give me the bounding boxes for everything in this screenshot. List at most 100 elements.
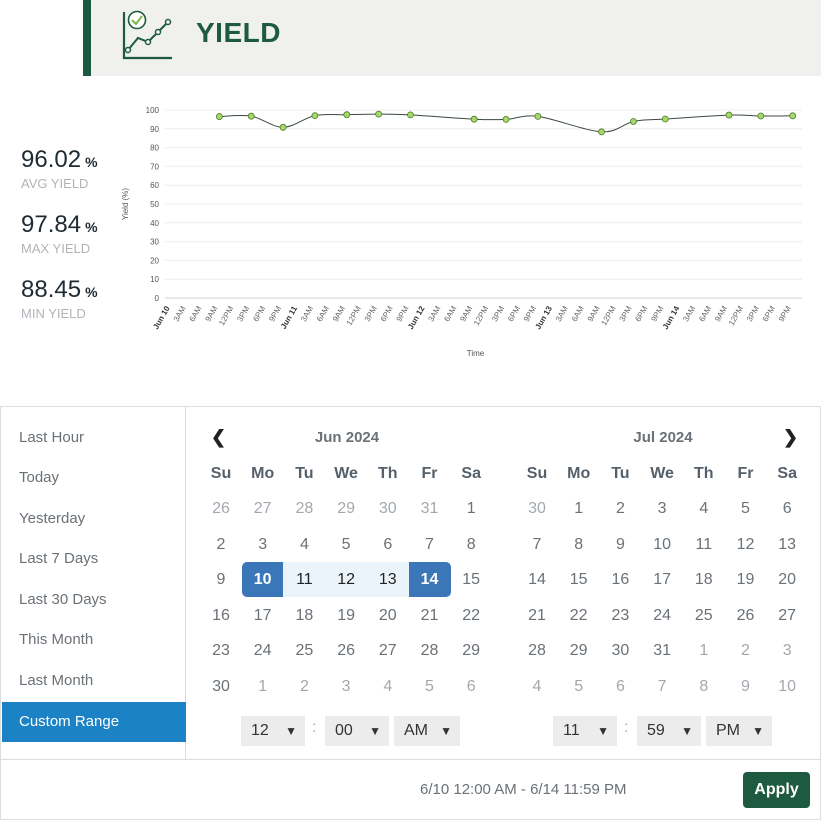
calendar-day[interactable]: 21	[420, 606, 439, 624]
calendar-day[interactable]: 13	[366, 562, 409, 597]
calendar-day[interactable]: 4	[699, 500, 709, 517]
calendar-day[interactable]: 3	[657, 500, 667, 517]
calendar-day[interactable]: 29	[462, 642, 481, 659]
calendar-day[interactable]: 27	[778, 606, 797, 624]
calendar-day[interactable]: 26	[736, 606, 755, 624]
calendar-day[interactable]: 19	[736, 571, 755, 588]
calendar-day[interactable]: 27	[378, 642, 397, 659]
calendar-day[interactable]: 12	[736, 535, 755, 553]
calendar-day[interactable]: 1	[258, 677, 268, 695]
calendar-day[interactable]: 13	[778, 535, 797, 553]
minute-select[interactable]: 59 ▼	[637, 716, 701, 746]
calendar-day[interactable]: 19	[337, 606, 355, 624]
calendar-day[interactable]: 6	[615, 677, 625, 695]
range-option-yesterday[interactable]: Yesterday	[19, 510, 86, 527]
calendar-day[interactable]: 4	[532, 677, 542, 695]
calendar-day[interactable]: 18	[694, 571, 713, 588]
calendar-day[interactable]: 4	[299, 535, 309, 553]
calendar-day[interactable]: 31	[420, 500, 439, 517]
calendar-day[interactable]: 24	[653, 606, 671, 624]
hour-select[interactable]: 12 ▼	[241, 716, 305, 746]
calendar-day[interactable]: 1	[699, 642, 709, 659]
calendar-day[interactable]: 7	[425, 535, 434, 553]
calendar-day[interactable]: 21	[528, 606, 546, 624]
calendar-day[interactable]: 22	[462, 606, 481, 624]
calendar-day[interactable]: 8	[574, 535, 584, 553]
calendar-day[interactable]: 29	[569, 642, 588, 659]
calendar-day[interactable]: 27	[253, 500, 272, 517]
calendar-day[interactable]: 30	[611, 642, 630, 659]
calendar-day[interactable]: 1	[466, 500, 476, 517]
minute-select[interactable]: 00 ▼	[325, 716, 389, 746]
calendar-day[interactable]: 5	[741, 500, 750, 517]
calendar-day[interactable]: 28	[420, 642, 439, 659]
range-option-last-30-days[interactable]: Last 30 Days	[19, 591, 107, 608]
calendar-day[interactable]: 11	[695, 535, 713, 553]
calendar-day[interactable]: 6	[782, 500, 792, 517]
calendar-day[interactable]: 28	[528, 642, 546, 659]
range-option-custom-range[interactable]: Custom Range	[2, 702, 186, 742]
calendar-day[interactable]: 10	[241, 562, 284, 597]
calendar-day[interactable]: 7	[532, 535, 542, 553]
calendar-day[interactable]: 8	[699, 677, 709, 695]
calendar-day[interactable]: 9	[741, 677, 750, 695]
range-option-last-7-days[interactable]: Last 7 Days	[19, 550, 99, 567]
calendar-day[interactable]: 17	[253, 606, 272, 624]
calendar-day[interactable]: 6	[383, 535, 393, 553]
ampm-select[interactable]: PM ▼	[706, 716, 772, 746]
calendar-day[interactable]: 5	[425, 677, 434, 695]
calendar-day[interactable]: 26	[212, 500, 230, 517]
calendar-day[interactable]: 15	[462, 571, 481, 588]
calendar-day[interactable]: 11	[283, 562, 326, 597]
ampm-select[interactable]: AM ▼	[394, 716, 460, 746]
calendar-day[interactable]: 20	[378, 606, 397, 624]
calendar-day[interactable]: 16	[611, 571, 630, 588]
calendar-day[interactable]: 14	[408, 562, 451, 597]
calendar-day[interactable]: 1	[574, 500, 584, 517]
calendar-day[interactable]: 28	[295, 500, 314, 517]
calendar-day[interactable]: 30	[528, 500, 546, 517]
calendar-day[interactable]: 12	[325, 562, 368, 597]
calendar-day[interactable]: 2	[615, 500, 625, 517]
calendar-day[interactable]: 10	[653, 535, 671, 553]
calendar-day[interactable]: 23	[611, 606, 630, 624]
range-option-today[interactable]: Today	[19, 469, 60, 486]
calendar-day[interactable]: 22	[569, 606, 588, 624]
calendar-day[interactable]: 9	[615, 535, 625, 553]
calendar-day[interactable]: 3	[341, 677, 351, 695]
calendar-day[interactable]: 9	[216, 571, 226, 588]
calendar-day[interactable]: 26	[337, 642, 355, 659]
calendar-day[interactable]: 5	[341, 535, 351, 553]
calendar-day[interactable]: 24	[253, 642, 272, 659]
next-month-icon[interactable]: ❯	[783, 427, 799, 447]
calendar-day[interactable]: 30	[378, 500, 397, 517]
range-option-this-month[interactable]: This Month	[19, 631, 94, 648]
calendar-day[interactable]: 15	[569, 571, 588, 588]
calendar-day[interactable]: 7	[657, 677, 667, 695]
prev-month-icon[interactable]: ❮	[211, 427, 227, 447]
calendar-day[interactable]: 3	[258, 535, 268, 553]
apply-button[interactable]: Apply	[743, 772, 810, 808]
calendar-day[interactable]: 2	[299, 677, 309, 695]
calendar-day[interactable]: 14	[528, 571, 546, 588]
calendar-day[interactable]: 25	[694, 606, 713, 624]
calendar-day[interactable]: 25	[295, 642, 314, 659]
calendar-day[interactable]: 30	[212, 677, 230, 695]
calendar-day[interactable]: 4	[383, 677, 393, 695]
hour-select[interactable]: 11 ▼	[553, 716, 617, 746]
calendar-day[interactable]: 8	[466, 535, 476, 553]
range-option-last-hour[interactable]: Last Hour	[19, 429, 85, 446]
calendar-day[interactable]: 16	[212, 606, 230, 624]
calendar-day[interactable]: 18	[295, 606, 314, 624]
calendar-day[interactable]: 2	[741, 642, 750, 659]
calendar-day[interactable]: 23	[212, 642, 230, 659]
calendar-day[interactable]: 31	[653, 642, 671, 659]
range-option-last-month[interactable]: Last Month	[19, 672, 94, 689]
calendar-day[interactable]: 20	[778, 571, 797, 588]
calendar-day[interactable]: 29	[337, 500, 355, 517]
calendar-day[interactable]: 2	[216, 535, 226, 553]
calendar-day[interactable]: 10	[778, 677, 797, 695]
calendar-day[interactable]: 17	[653, 571, 671, 588]
calendar-day[interactable]: 5	[574, 677, 584, 695]
calendar-day[interactable]: 3	[782, 642, 792, 659]
